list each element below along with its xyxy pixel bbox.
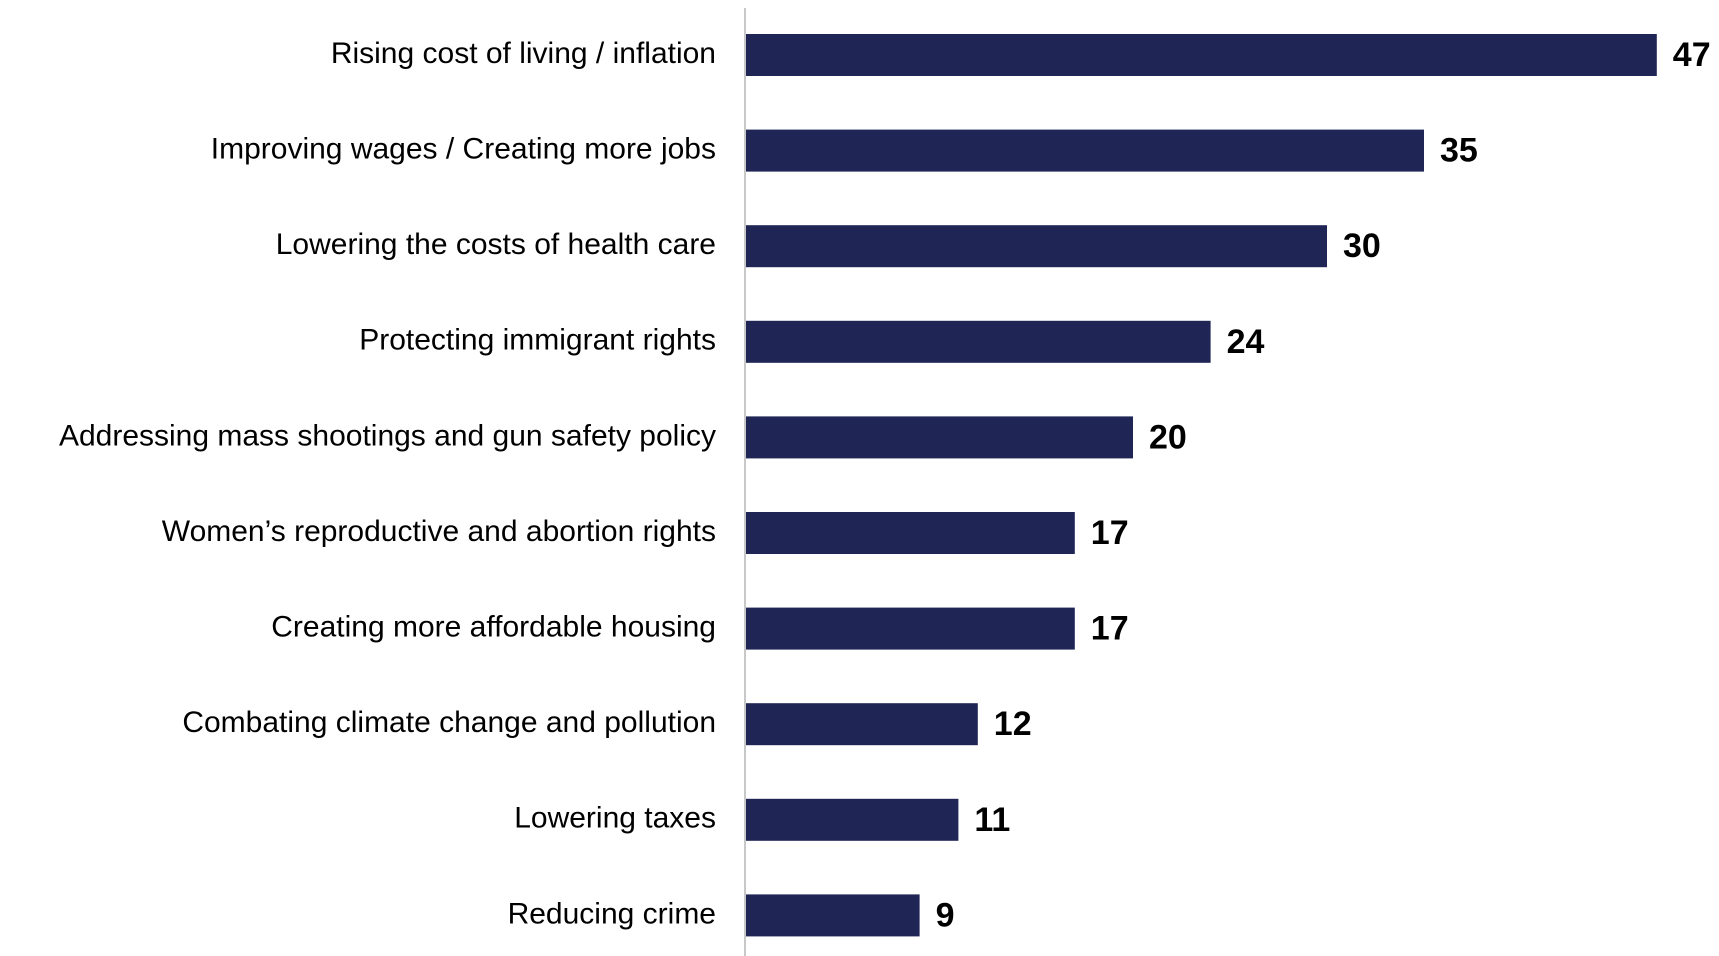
value-label: 35 xyxy=(1440,132,1478,170)
value-label: 17 xyxy=(1091,610,1129,648)
labels-layer: Rising cost of living / inflation 47 Impro… xyxy=(59,36,1711,934)
category-label: Reducing crime xyxy=(508,897,716,930)
bar xyxy=(745,894,920,937)
category-label: Addressing mass shootings and gun safety… xyxy=(59,419,716,452)
bars-layer xyxy=(745,34,1657,937)
bar xyxy=(745,416,1133,459)
bar xyxy=(745,129,1424,172)
value-label: 12 xyxy=(994,705,1032,743)
category-label: Lowering taxes xyxy=(514,802,716,835)
bar xyxy=(745,607,1075,650)
value-label: 30 xyxy=(1343,227,1381,265)
category-label: Creating more affordable housing xyxy=(271,611,716,644)
bar xyxy=(745,225,1327,268)
bar xyxy=(745,798,959,841)
bar xyxy=(745,512,1075,554)
bar xyxy=(745,34,1657,76)
value-label: 47 xyxy=(1673,36,1711,74)
value-label: 9 xyxy=(936,896,955,934)
value-label: 20 xyxy=(1149,418,1187,456)
category-label: Improving wages / Creating more jobs xyxy=(211,133,716,166)
value-label: 17 xyxy=(1091,514,1129,552)
category-label: Protecting immigrant rights xyxy=(359,324,716,357)
category-label: Lowering the costs of health care xyxy=(276,228,716,261)
category-label: Combating climate change and pollution xyxy=(182,706,716,739)
category-label: Women’s reproductive and abortion rights xyxy=(162,515,716,548)
bar xyxy=(745,703,978,746)
category-label: Rising cost of living / inflation xyxy=(331,37,716,70)
bar xyxy=(745,320,1211,363)
value-label: 24 xyxy=(1227,323,1265,361)
value-label: 11 xyxy=(974,801,1010,839)
